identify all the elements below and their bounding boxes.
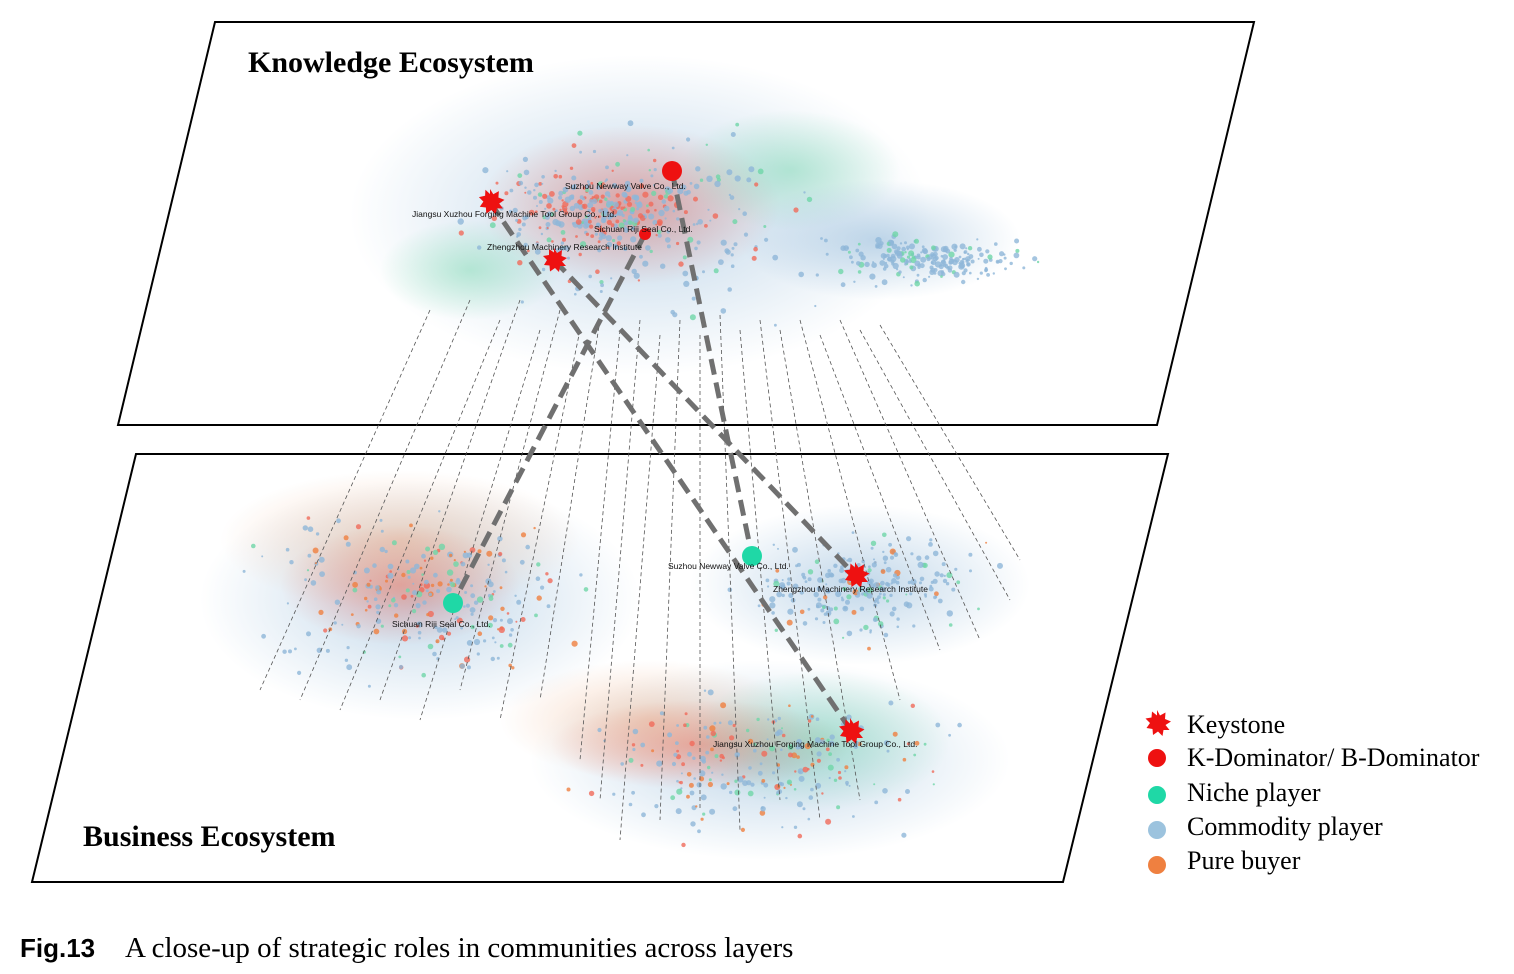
inter-layer-links [259, 299, 1021, 841]
legend-commodity-dot-icon [1148, 821, 1166, 839]
legend-commodity-label: Commodity player [1187, 812, 1383, 841]
legend-dominator-label: K-Dominator/ B-Dominator [1187, 743, 1480, 772]
business-network [200, 470, 1030, 860]
b-node-jiangsu-label: Jiangsu Xuzhou Forging Machine Tool Grou… [713, 739, 917, 749]
b-node-zhengzhou-label: Zhengzhou Machinery Research Institute [773, 584, 928, 594]
k-node-suzhou-dot [662, 161, 682, 181]
k-node-jiangsu-label: Jiangsu Xuzhou Forging Machine Tool Grou… [412, 209, 616, 219]
k-node-sichuan-dot [639, 228, 651, 240]
b-node-zhengzhou-star [844, 562, 870, 588]
knowledge-network [350, 55, 1040, 375]
k-node-zhengzhou-label: Zhengzhou Machinery Research Institute [487, 242, 642, 252]
legend-keystone-star-icon [1145, 710, 1171, 736]
k-node-sichuan-label: Sichuan Riji Seal Co., Ltd. [594, 224, 693, 234]
legend-buyer-label: Pure buyer [1187, 846, 1301, 875]
legend-buyer-dot-icon [1148, 856, 1166, 874]
b-node-sichuan-label: Sichuan Riji Seal Co., Ltd. [392, 619, 491, 629]
caption-label: Fig.13 [20, 933, 95, 963]
business-title: Business Ecosystem [83, 820, 336, 853]
knowledge-title: Knowledge Ecosystem [248, 46, 534, 79]
legend-niche-dot-icon [1148, 786, 1166, 804]
b-node-jiangsu-star [839, 718, 865, 744]
k-node-jiangsu-star [478, 189, 505, 215]
legend-niche-label: Niche player [1187, 778, 1321, 807]
legend: Keystone K-Dominator/ B-Dominator Niche … [1145, 710, 1480, 875]
b-node-suzhou-dot [742, 546, 762, 566]
legend-keystone-label: Keystone [1187, 710, 1285, 739]
legend-dominator-dot-icon [1148, 749, 1166, 767]
caption-text: A close-up of strategic roles in communi… [125, 932, 793, 964]
knowledge-key-nodes: Suzhou Newway Valve Co., Ltd. Jiangsu Xu… [412, 161, 693, 272]
b-node-suzhou-label: Suzhou Newway Valve Co., Ltd. [668, 561, 789, 571]
business-key-nodes: Suzhou Newway Valve Co., Ltd. Zhengzhou … [392, 546, 928, 749]
b-node-sichuan-dot [443, 593, 463, 613]
k-node-zhengzhou-star [543, 248, 567, 272]
k-node-suzhou-label: Suzhou Newway Valve Co., Ltd. [565, 181, 686, 191]
highlight-links [450, 170, 857, 734]
